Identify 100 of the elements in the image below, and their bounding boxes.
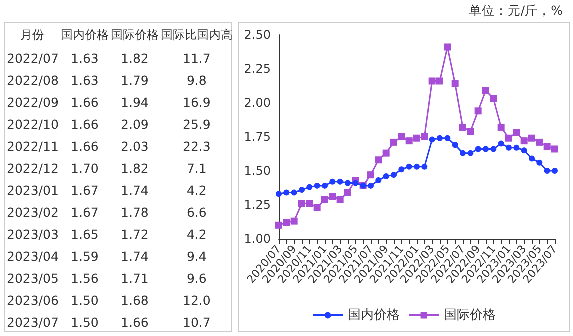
category-label: 2023/02	[6, 204, 60, 222]
data-label: 1.82	[120, 160, 150, 178]
point	[468, 150, 474, 156]
text: 单位：元/斤，%	[468, 3, 563, 20]
y-tick-label: 1.50	[244, 164, 271, 178]
point	[330, 178, 336, 185]
point	[506, 134, 512, 142]
point	[460, 150, 466, 156]
data-label: 1.66	[70, 138, 100, 156]
point	[452, 142, 458, 148]
data-label: 1.63	[70, 72, 100, 90]
point	[276, 191, 282, 198]
point	[422, 164, 428, 170]
point	[513, 129, 520, 136]
point	[306, 184, 313, 190]
category-label: 2023/07	[6, 314, 60, 332]
point	[544, 168, 550, 174]
category-label: 2022/10	[6, 116, 60, 134]
data-label: 1.63	[70, 50, 100, 68]
data-label: 1.74	[120, 248, 150, 266]
point	[329, 193, 336, 200]
point	[498, 140, 504, 147]
point	[414, 164, 420, 170]
data-label: 6.6	[186, 204, 208, 222]
category-label: 2022/07	[6, 50, 60, 68]
category-label: 2023/03	[6, 226, 60, 244]
point	[521, 148, 528, 154]
point	[552, 146, 558, 153]
point	[382, 150, 390, 157]
point	[375, 156, 382, 164]
y-tick-label: 2.50	[244, 28, 271, 42]
text: 月份	[19, 26, 46, 44]
point	[421, 134, 428, 140]
data-label: 22.3	[182, 138, 212, 156]
data-label: 1.79	[120, 72, 150, 90]
point	[490, 95, 498, 102]
legend-label: 国际价格	[444, 308, 496, 323]
point	[283, 219, 290, 226]
point	[429, 136, 436, 143]
point	[544, 143, 551, 150]
point	[322, 182, 328, 189]
y-tick-label: 1.00	[244, 232, 271, 246]
point	[436, 78, 444, 85]
text: 国际比国内高	[160, 26, 234, 44]
point	[406, 164, 412, 170]
legend-label: 国内价格	[348, 308, 400, 323]
data-label: 1.68	[120, 292, 150, 310]
data-label: 1.72	[120, 226, 150, 244]
data-label: 1.71	[120, 270, 150, 288]
point	[520, 138, 528, 145]
point	[536, 160, 543, 166]
data-label: 9.6	[186, 270, 208, 288]
data-label: 12.0	[182, 292, 212, 310]
point	[299, 187, 305, 194]
data-label: 1.66	[70, 116, 100, 134]
point	[475, 146, 482, 152]
point	[337, 178, 344, 185]
point	[368, 182, 374, 189]
data-label: 1.50	[70, 292, 100, 310]
y-tick-label: 1.75	[244, 130, 271, 144]
point	[437, 135, 443, 142]
data-label: 16.9	[182, 94, 212, 112]
category-label: 2022/08	[6, 72, 60, 90]
point	[390, 138, 398, 146]
category-label: 2022/12	[6, 160, 60, 178]
category-label: 2023/06	[6, 292, 60, 310]
point	[482, 87, 490, 94]
point	[428, 78, 436, 85]
data-label: 1.56	[70, 270, 100, 288]
text: 国际价格	[110, 26, 160, 44]
data-label: 2.03	[120, 138, 150, 156]
y-tick-label: 1.25	[244, 198, 271, 212]
point	[452, 80, 459, 88]
point	[314, 204, 321, 212]
point	[514, 144, 520, 151]
point	[336, 196, 344, 204]
point	[467, 128, 474, 136]
point	[528, 134, 536, 142]
point	[291, 190, 298, 196]
point	[552, 168, 558, 174]
point	[460, 124, 466, 131]
point	[298, 200, 306, 208]
data-label: 7.1	[186, 160, 208, 178]
data-label: 1.65	[70, 226, 100, 244]
data-label: 1.70	[70, 160, 100, 178]
point	[483, 146, 489, 152]
data-label: 1.59	[70, 248, 100, 266]
data-label: 1.66	[120, 314, 150, 332]
point	[398, 166, 405, 173]
point	[406, 138, 413, 145]
y-tick-label: 2.00	[244, 96, 271, 110]
point	[498, 124, 505, 131]
point	[474, 108, 482, 115]
data-label: 25.9	[182, 116, 212, 134]
category-label: 2022/11	[6, 138, 60, 156]
data-label: 1.50	[70, 314, 100, 332]
point	[444, 44, 452, 51]
point	[398, 134, 406, 140]
data-label: 10.7	[182, 314, 212, 332]
text: 国内价格	[60, 26, 110, 44]
